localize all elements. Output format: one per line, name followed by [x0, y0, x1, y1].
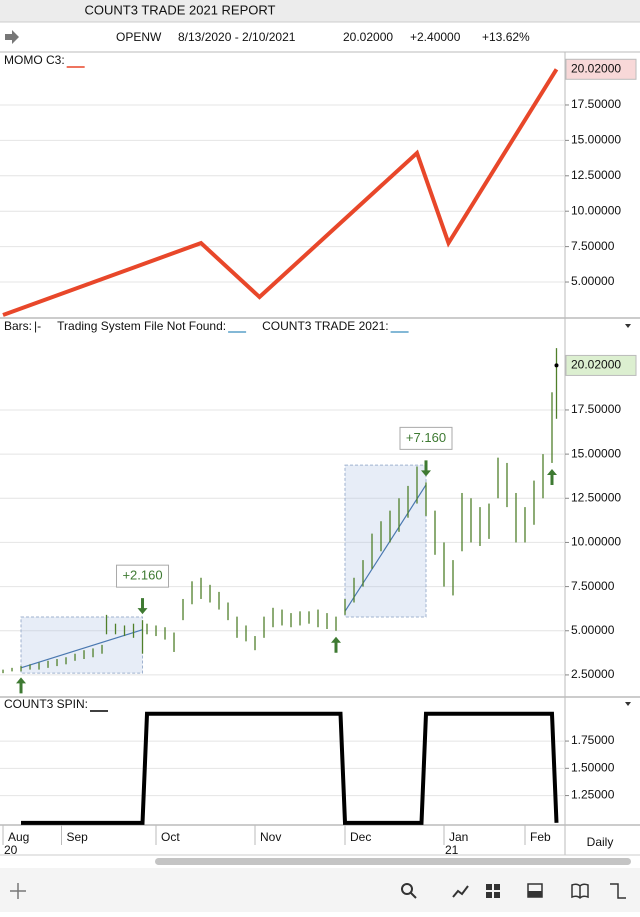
last-value-box	[565, 354, 637, 376]
chart-icon[interactable]	[452, 885, 469, 898]
signal-arrow	[420, 460, 431, 477]
trade-label-box	[399, 426, 453, 450]
trade-label-box	[116, 564, 170, 588]
legend-symbol: |-	[34, 319, 41, 333]
signal-arrow	[137, 598, 148, 615]
trade-box	[20, 616, 144, 674]
last-value-label: 20.02000	[571, 358, 621, 372]
last-price: 20.02000	[343, 30, 393, 44]
series-line	[21, 711, 559, 825]
add-button[interactable]	[10, 883, 26, 899]
legend-label: COUNT3 SPIN:	[4, 697, 88, 711]
search-icon[interactable]	[401, 883, 413, 895]
x-tick-label: Nov	[260, 830, 281, 844]
report-title: COUNT3 TRADE 2021 REPORT	[85, 2, 276, 17]
expand-icon[interactable]	[610, 883, 626, 899]
x-tick-label: Feb	[530, 830, 551, 844]
signal-arrow	[546, 468, 557, 485]
x-tick-label: Oct	[161, 830, 180, 844]
panel-menu[interactable]	[625, 70, 631, 706]
trade-label: +7.160	[406, 430, 446, 445]
y-tick-label: 10.00000	[571, 535, 621, 549]
y-tick-label: 5.00000	[571, 274, 615, 288]
title-bar	[0, 0, 640, 22]
x-tick-label: Aug	[8, 830, 29, 844]
legend-label: Bars:	[4, 319, 32, 333]
x-tick-label: Jan	[449, 830, 468, 844]
signal-arrow	[16, 677, 27, 694]
y-tick-label: 1.75000	[571, 733, 615, 747]
y-tick-label: 7.50000	[571, 579, 615, 593]
y-tick-label: 2.50000	[571, 667, 615, 681]
legend-label: Trading System File Not Found:	[57, 319, 226, 333]
grid-icon[interactable]	[486, 884, 500, 898]
trade-trend	[344, 484, 427, 612]
x-tick-label: Dec	[350, 830, 371, 844]
y-tick-label: 15.00000	[571, 446, 621, 460]
x-year-label: 20	[4, 843, 18, 857]
symbol: OPENW	[116, 30, 162, 44]
legend-label: COUNT3 TRADE 2021:	[262, 319, 389, 333]
change: +2.40000	[410, 30, 461, 44]
y-tick-label: 7.50000	[571, 239, 615, 253]
y-tick-label: 15.00000	[571, 133, 621, 147]
y-tick-label: 12.50000	[571, 490, 621, 504]
search-icon[interactable]	[410, 892, 417, 899]
y-tick-label: 10.00000	[571, 203, 621, 217]
last-value-box	[565, 58, 637, 80]
trade-box	[344, 464, 427, 618]
last-dot	[554, 363, 559, 368]
book-icon[interactable]	[571, 883, 589, 900]
y-tick-label: 17.50000	[571, 97, 621, 111]
y-tick-label: 1.50000	[571, 760, 615, 774]
trade-label: +2.160	[122, 568, 162, 583]
change-pct: +13.62%	[482, 30, 530, 44]
last-value-label: 20.02000	[571, 61, 621, 75]
nav-arrow[interactable]	[5, 30, 19, 44]
y-tick-label: 1.25000	[571, 788, 615, 802]
signal-arrow	[331, 636, 342, 653]
date-range: 8/13/2020 - 2/10/2021	[178, 30, 296, 44]
scrollbar[interactable]	[155, 858, 631, 865]
legend-label: MOMO C3:	[4, 53, 65, 67]
y-tick-label: 12.50000	[571, 168, 621, 182]
y-tick-label: 5.00000	[571, 623, 615, 637]
interval[interactable]: Daily	[587, 835, 614, 849]
panel-icon[interactable]	[528, 891, 542, 897]
trade-trend	[20, 629, 143, 669]
x-tick-label: Sep	[67, 830, 89, 844]
x-year-label: 21	[445, 843, 459, 857]
y-tick-label: 17.50000	[571, 402, 621, 416]
toolbar	[0, 868, 640, 912]
series-line	[2, 68, 559, 317]
